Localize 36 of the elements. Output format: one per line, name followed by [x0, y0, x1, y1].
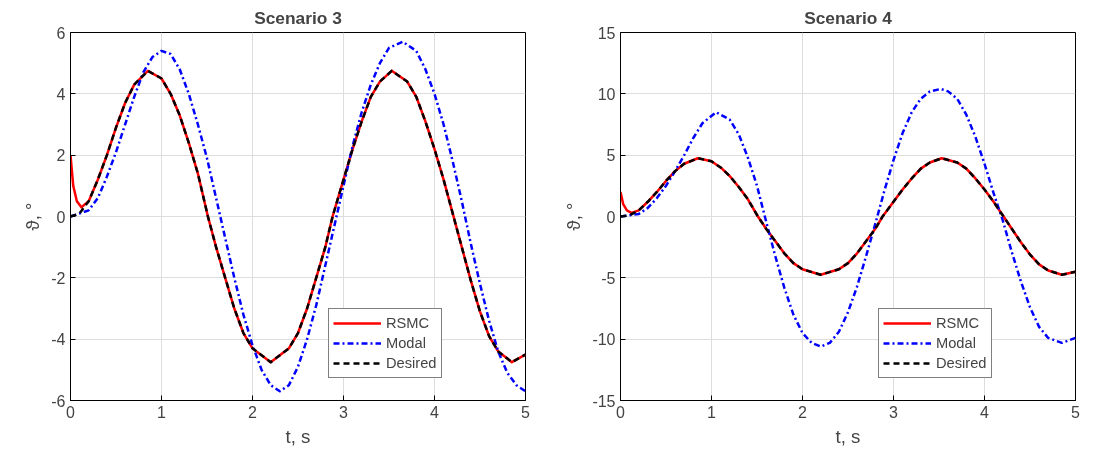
y-tick-label: 0 — [606, 208, 616, 226]
y-axis-title: ϑ, ° — [563, 202, 585, 231]
chart-title: Scenario 3 — [254, 7, 343, 28]
x-tick-label: 4 — [980, 403, 990, 421]
y-tick-label: 0 — [56, 208, 66, 226]
x-axis-title: t, s — [835, 425, 861, 447]
y-tick-label: -15 — [592, 392, 616, 410]
y-tick-label: 10 — [597, 85, 616, 103]
y-tick-label: -2 — [51, 269, 66, 287]
legend-label: Modal — [936, 335, 976, 351]
x-tick-label: 1 — [157, 403, 167, 421]
legend-label: Desired — [386, 355, 437, 371]
legend-label: RSMC — [936, 315, 980, 331]
y-tick-label: -6 — [51, 392, 66, 410]
legend-label: Modal — [386, 335, 426, 351]
y-tick-label: -5 — [601, 269, 616, 287]
legend-label: RSMC — [386, 315, 430, 331]
y-tick-label: 5 — [606, 147, 616, 165]
chart-title: Scenario 4 — [804, 7, 893, 28]
x-tick-label: 3 — [889, 403, 899, 421]
x-tick-label: 4 — [430, 403, 440, 421]
y-tick-label: 4 — [56, 85, 66, 103]
x-axis-title: t, s — [285, 425, 311, 447]
y-tick-label: 2 — [56, 147, 66, 165]
x-tick-label: 5 — [521, 403, 531, 421]
y-axis-title: ϑ, ° — [22, 202, 44, 231]
y-tick-label: 6 — [56, 24, 66, 42]
y-tick-label: -4 — [51, 331, 66, 349]
x-tick-label: 2 — [798, 403, 808, 421]
x-tick-label: 2 — [248, 403, 258, 421]
x-tick-label: 3 — [339, 403, 349, 421]
y-tick-label: 15 — [597, 24, 616, 42]
x-tick-label: 1 — [707, 403, 717, 421]
y-tick-label: -10 — [592, 331, 616, 349]
legend-label: Desired — [936, 355, 987, 371]
x-tick-label: 5 — [1071, 403, 1081, 421]
